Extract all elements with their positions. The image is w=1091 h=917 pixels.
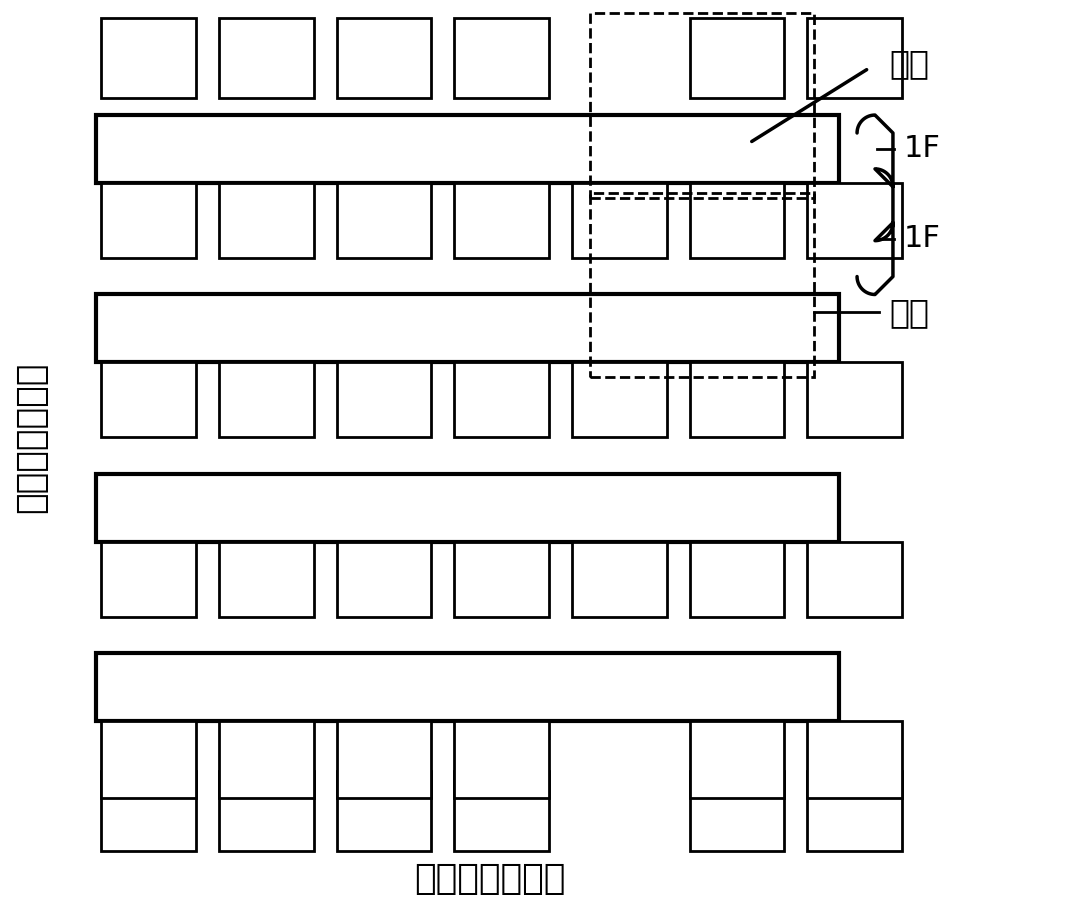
Bar <box>101 721 196 798</box>
Bar <box>454 182 549 258</box>
Bar <box>337 182 431 258</box>
Bar <box>690 771 784 851</box>
Bar <box>454 771 549 851</box>
Bar <box>807 362 902 437</box>
Bar <box>690 362 784 437</box>
Bar <box>807 182 902 258</box>
Bar <box>96 115 839 182</box>
Bar <box>454 721 549 798</box>
Bar <box>590 14 814 198</box>
Text: 器件: 器件 <box>889 47 928 80</box>
Bar <box>807 721 902 798</box>
Bar <box>690 18 784 98</box>
Bar <box>219 542 314 616</box>
Bar <box>219 771 314 851</box>
Bar <box>807 542 902 616</box>
Bar <box>807 18 902 98</box>
Bar <box>590 193 814 377</box>
Bar <box>337 362 431 437</box>
Bar <box>101 182 196 258</box>
Text: 底层位线（列）: 底层位线（列） <box>415 862 566 896</box>
Bar <box>572 182 667 258</box>
Bar <box>690 182 784 258</box>
Bar <box>96 474 839 542</box>
Bar <box>219 721 314 798</box>
Bar <box>454 362 549 437</box>
Bar <box>101 18 196 98</box>
Bar <box>807 771 902 851</box>
Bar <box>337 721 431 798</box>
Bar <box>337 18 431 98</box>
Text: 1F: 1F <box>904 224 940 253</box>
Bar <box>219 362 314 437</box>
Bar <box>690 721 784 798</box>
Bar <box>572 542 667 616</box>
Text: 1F: 1F <box>904 135 940 163</box>
Bar <box>101 771 196 851</box>
Bar <box>454 542 549 616</box>
Bar <box>337 771 431 851</box>
Bar <box>219 18 314 98</box>
Bar <box>96 294 839 362</box>
Bar <box>454 18 549 98</box>
Bar <box>101 362 196 437</box>
Bar <box>690 542 784 616</box>
Bar <box>572 362 667 437</box>
Bar <box>101 542 196 616</box>
Bar <box>337 542 431 616</box>
Bar <box>96 654 839 721</box>
Text: 单元: 单元 <box>889 296 928 329</box>
Bar <box>219 182 314 258</box>
Text: 顶层字线（行）: 顶层字线（行） <box>14 361 49 513</box>
